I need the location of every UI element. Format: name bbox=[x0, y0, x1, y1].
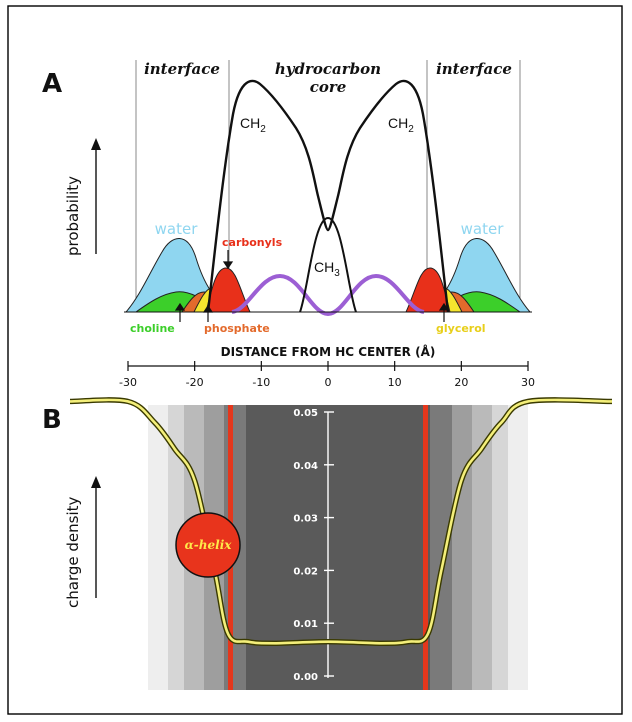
alpha-helix-label: α-helix bbox=[185, 538, 233, 552]
ch2-label-left: CH2 bbox=[240, 115, 266, 135]
phosphate-label: phosphate bbox=[204, 322, 270, 335]
band-5-right bbox=[430, 405, 452, 690]
water-label-left: water bbox=[155, 220, 199, 238]
ch2-left-sub: 2 bbox=[260, 124, 266, 135]
double-bond-curve bbox=[231, 273, 425, 317]
band-outer-left bbox=[148, 405, 168, 690]
panel-b-letter: B bbox=[42, 405, 62, 435]
band-3-right bbox=[472, 405, 492, 690]
x-tick-label: -20 bbox=[186, 376, 204, 389]
water-label-right: water bbox=[461, 220, 505, 238]
cc-label-left: C=C bbox=[264, 295, 287, 306]
region-interface-left: interface bbox=[144, 60, 220, 78]
figure-frame bbox=[7, 5, 623, 715]
alpha-helix-circle bbox=[175, 512, 241, 578]
ch2-label-right: CH2 bbox=[388, 115, 414, 135]
band-outer-right bbox=[508, 405, 528, 690]
ch2-curve bbox=[206, 79, 450, 313]
panel-a-letter: A bbox=[42, 69, 62, 99]
charge-tick-label: 0.05 bbox=[293, 408, 318, 419]
probability-label: probability bbox=[64, 176, 82, 256]
charge-tick-label: 0.03 bbox=[293, 514, 318, 525]
panel-a: A interface hydrocarbon core interface C… bbox=[42, 60, 532, 335]
charge-tick-label: 0.01 bbox=[293, 619, 318, 630]
choline-arrowhead bbox=[174, 302, 186, 311]
x-tick-label: 30 bbox=[521, 376, 535, 389]
charge-curve bbox=[69, 398, 613, 645]
charge-tick-label: 0.04 bbox=[293, 461, 318, 472]
band-core bbox=[246, 405, 430, 690]
glycerol-arrowhead bbox=[438, 302, 450, 311]
cc-label-right: C=C bbox=[368, 295, 391, 306]
panel-b: B charge density 0.000.010.020.030.040.0… bbox=[42, 397, 613, 683]
ch2-right-sub: 2 bbox=[408, 124, 414, 135]
region-interface-right: interface bbox=[436, 60, 512, 78]
x-axis-title: DISTANCE FROM HC CENTER (Å) bbox=[221, 344, 436, 359]
carbonyls-label: carbonyls bbox=[222, 236, 283, 249]
ch2-left-main: CH bbox=[240, 115, 260, 131]
band-4-right bbox=[452, 405, 472, 690]
x-axis: DISTANCE FROM HC CENTER (Å) -30 -20 -10 0 10… bbox=[119, 344, 535, 389]
x-tick-label: 20 bbox=[454, 376, 468, 389]
region-core-line1: hydrocarbon bbox=[275, 60, 381, 78]
pointer-arrows bbox=[174, 250, 450, 322]
x-ticks: -30 -20 -10 0 10 20 30 bbox=[119, 361, 535, 389]
charge-density-label: charge density bbox=[64, 497, 82, 608]
ch3-label: CH3 bbox=[314, 259, 340, 279]
x-tick-label: -30 bbox=[119, 376, 137, 389]
interface-line-right bbox=[423, 405, 428, 690]
carbonyls-arrowhead bbox=[222, 261, 234, 270]
x-tick-label: 0 bbox=[325, 376, 332, 389]
charge-arrowhead bbox=[91, 476, 101, 488]
charge-tick-label: 0.00 bbox=[293, 672, 318, 683]
charge-ticks: 0.00 0.01 0.02 0.03 0.04 0.05 bbox=[293, 408, 334, 683]
choline-label: choline bbox=[130, 322, 175, 335]
probability-arrowhead bbox=[91, 138, 101, 150]
ch3-main: CH bbox=[314, 259, 334, 275]
panel-b-background bbox=[148, 405, 528, 690]
region-core-line2: core bbox=[310, 78, 347, 96]
ch3-curve bbox=[299, 216, 357, 313]
x-tick-label: 10 bbox=[388, 376, 402, 389]
x-tick-label: -10 bbox=[252, 376, 270, 389]
charge-tick-label: 0.02 bbox=[293, 566, 318, 577]
ch3-sub: 3 bbox=[334, 268, 340, 279]
glycerol-label: glycerol bbox=[436, 322, 486, 335]
band-2-right bbox=[492, 405, 508, 690]
ch2-right-main: CH bbox=[388, 115, 408, 131]
